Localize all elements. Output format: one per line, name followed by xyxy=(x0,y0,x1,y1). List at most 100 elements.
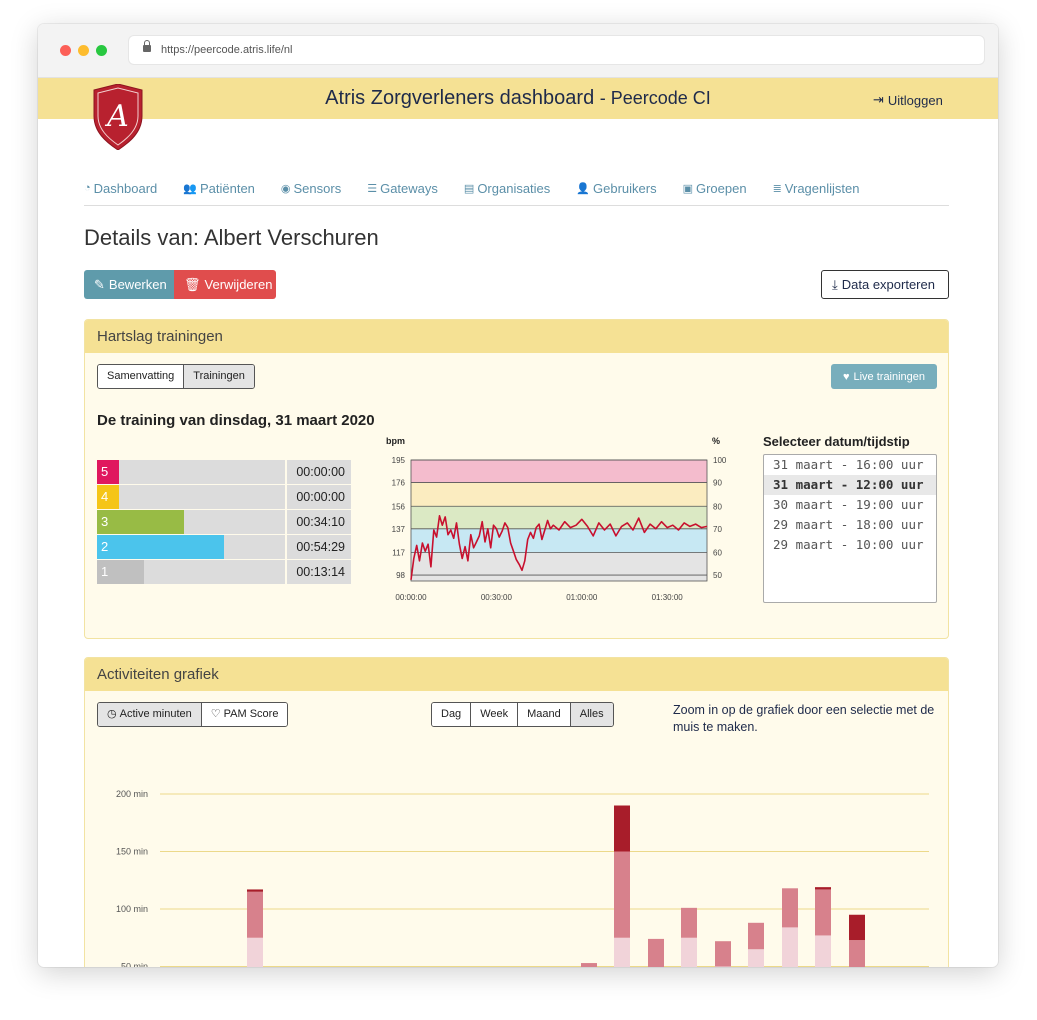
activity-bar-segment[interactable] xyxy=(849,914,865,941)
nav-item-groepen[interactable]: ▣ Groepen xyxy=(683,179,747,197)
atris-logo-icon[interactable]: A xyxy=(90,84,146,150)
activity-chart[interactable]: 50 min 100 min 150 min 200 min xyxy=(93,746,943,967)
activity-bar-segment[interactable] xyxy=(815,935,831,967)
close-window-icon[interactable] xyxy=(60,45,71,56)
activity-bar-segment[interactable] xyxy=(581,963,597,967)
zone-number: 2 xyxy=(97,535,119,559)
app-title: Atris Zorgverleners dashboard - Peercode… xyxy=(38,87,998,110)
clock-icon: ◷ xyxy=(107,708,117,720)
activity-bar-segment[interactable] xyxy=(247,937,263,967)
select-option[interactable]: 31 maart - 16:00 uur xyxy=(773,457,924,472)
panel-title: Activiteiten grafiek xyxy=(85,658,948,691)
sign-out-icon: ⇥ xyxy=(873,92,884,107)
dashboard-icon: ◔ xyxy=(84,182,91,194)
minimize-window-icon[interactable] xyxy=(78,45,89,56)
nav-item-gebruikers[interactable]: 👤 Gebruikers xyxy=(576,179,656,197)
metric-toggle: ◷ Active minuten ♡ PAM Score xyxy=(97,702,289,727)
heart-rate-chart[interactable]: 98 117 137 156 176 195 50 60 70 80 90 100 00:00:00 00… xyxy=(381,430,741,605)
browser-window: https://peercode.atris.life/nl A Atris Z… xyxy=(38,24,998,967)
activity-bar-segment[interactable] xyxy=(648,938,664,967)
heartbeat-icon: ♡ xyxy=(210,708,221,720)
zone-bar-track xyxy=(118,485,286,509)
zone-row: 5 00:00:00 xyxy=(97,460,352,484)
nav-item-organisaties[interactable]: ▤ Organisaties xyxy=(464,179,550,197)
range-toggle: Dag Week Maand Alles xyxy=(431,702,614,727)
activity-bar-segment[interactable] xyxy=(614,937,630,967)
activity-y-tick: 100 min xyxy=(116,904,148,914)
activity-bar-segment[interactable] xyxy=(849,940,865,967)
tab-pam-score[interactable]: ♡ PAM Score xyxy=(201,703,288,726)
heart-rate-panel: Hartslag trainingen Samenvatting Trainin… xyxy=(84,319,949,639)
url-text: https://peercode.atris.life/nl xyxy=(161,44,293,56)
activity-bar-segment[interactable] xyxy=(815,887,831,890)
delete-label: Verwijderen xyxy=(204,277,273,292)
activity-bar-segment[interactable] xyxy=(681,907,697,938)
hr-y-tick-left: 137 xyxy=(392,525,406,534)
edit-button[interactable]: ✎ Bewerken xyxy=(84,270,174,299)
activity-bar-segment[interactable] xyxy=(748,949,764,967)
activity-bar-segment[interactable] xyxy=(748,922,764,950)
nav-item-dashboard[interactable]: ◔ Dashboard xyxy=(84,179,157,197)
tab-label: PAM Score xyxy=(223,708,279,720)
zone-number: 5 xyxy=(97,460,119,484)
nav-label: Patiënten xyxy=(199,180,255,196)
zone-row: 1 00:13:14 xyxy=(97,560,352,584)
hr-zone-band xyxy=(411,460,707,483)
tab-samenvatting[interactable]: Samenvatting xyxy=(98,365,185,388)
export-button[interactable]: ⤓ Data exporteren xyxy=(821,270,949,299)
tab-label: Active minuten xyxy=(119,708,192,720)
tab-week[interactable]: Week xyxy=(471,703,519,726)
nav-item-gateways[interactable]: ☰ Gateways xyxy=(367,179,438,197)
live-trainings-button[interactable]: ♥ Live trainingen xyxy=(831,364,937,389)
activity-bar-segment[interactable] xyxy=(247,889,263,892)
activity-bar-segment[interactable] xyxy=(247,891,263,938)
heartbeat-icon: ♥ xyxy=(842,370,850,383)
zone-row: 3 00:34:10 xyxy=(97,510,352,534)
select-option[interactable]: 31 maart - 12:00 uur xyxy=(764,475,936,495)
zone-summary: 5 00:00:00 4 00:00:00 3 00:34:10 2 00:54:29 1 00:… xyxy=(97,460,352,585)
tab-alles[interactable]: Alles xyxy=(570,703,613,726)
logout-button[interactable]: ⇥ Uitloggen xyxy=(873,92,943,108)
nav-item-patinten[interactable]: 👥 Patiënten xyxy=(183,179,255,197)
hr-zone-band xyxy=(411,552,707,581)
browser-titlebar: https://peercode.atris.life/nl xyxy=(38,24,998,78)
activity-bar-segment[interactable] xyxy=(614,851,630,938)
nav-item-sensors[interactable]: ◉ Sensors xyxy=(281,179,341,197)
activity-bar-segment[interactable] xyxy=(815,889,831,936)
activity-bar-segment[interactable] xyxy=(715,966,731,968)
sensor-icon: ◉ xyxy=(280,182,291,195)
activity-bar-segment[interactable] xyxy=(681,937,697,967)
select-option[interactable]: 30 maart - 19:00 uur xyxy=(773,497,924,512)
training-date-select[interactable]: 31 maart - 16:00 uur 31 maart - 12:00 uur… xyxy=(763,454,937,603)
edit-label: Bewerken xyxy=(108,277,167,292)
zone-time: 00:13:14 xyxy=(287,560,352,584)
maximize-window-icon[interactable] xyxy=(96,45,107,56)
select-option[interactable]: 29 maart - 10:00 uur xyxy=(773,537,924,552)
hr-zone-band xyxy=(411,506,707,529)
zone-bar-track xyxy=(118,460,286,484)
activity-panel: Activiteiten grafiek ◷ Active minuten ♡ … xyxy=(84,657,949,967)
activity-bar-segment[interactable] xyxy=(782,888,798,928)
tab-maand[interactable]: Maand xyxy=(518,703,571,726)
tab-active-minutes[interactable]: ◷ Active minuten xyxy=(98,703,202,726)
delete-button[interactable]: 🗑 Verwijderen xyxy=(174,270,276,299)
tab-dag[interactable]: Dag xyxy=(432,703,472,726)
nav-item-vragenlijsten[interactable]: ≣ Vragenlijsten xyxy=(773,179,860,197)
logo-letter: A xyxy=(104,99,129,134)
training-title: De training van dinsdag, 31 maart 2020 xyxy=(97,412,375,429)
user-icon: 👤 xyxy=(576,182,590,195)
activity-bar-segment[interactable] xyxy=(782,927,798,967)
app-header xyxy=(38,78,998,119)
hr-x-tick: 01:00:00 xyxy=(566,593,598,602)
activity-bar-segment[interactable] xyxy=(715,941,731,967)
nav-label: Organisaties xyxy=(477,180,551,196)
address-bar[interactable]: https://peercode.atris.life/nl xyxy=(129,36,984,64)
tab-trainingen[interactable]: Trainingen xyxy=(184,365,254,388)
select-option[interactable]: 29 maart - 18:00 uur xyxy=(773,517,924,532)
app-title-main: Atris Zorgverleners dashboard xyxy=(325,87,595,109)
lock-icon xyxy=(143,40,151,52)
nav-label: Gebruikers xyxy=(593,180,657,196)
nav-label: Sensors xyxy=(293,180,342,196)
select-label: Selecteer datum/tijdstip xyxy=(763,434,910,449)
activity-bar-segment[interactable] xyxy=(614,805,630,852)
